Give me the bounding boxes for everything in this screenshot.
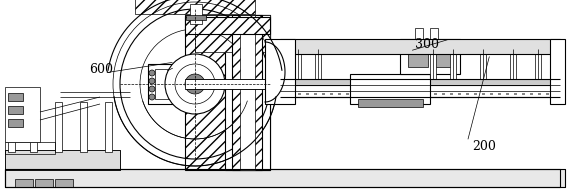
Bar: [522, 93, 525, 95]
Bar: [5, 169, 565, 187]
Bar: [186, 15, 206, 20]
Bar: [482, 93, 485, 95]
Bar: [480, 49, 486, 79]
Bar: [450, 49, 456, 79]
Bar: [240, 15, 255, 170]
Bar: [225, 15, 270, 170]
Bar: [280, 85, 560, 97]
Bar: [430, 28, 438, 40]
Bar: [554, 93, 557, 95]
Bar: [514, 93, 517, 95]
Polygon shape: [135, 0, 255, 14]
Bar: [394, 93, 397, 95]
Bar: [8, 93, 23, 101]
Bar: [408, 52, 428, 67]
Bar: [415, 28, 423, 40]
Bar: [298, 93, 301, 95]
Circle shape: [149, 94, 155, 100]
Bar: [280, 39, 560, 54]
Bar: [358, 99, 423, 107]
Bar: [295, 49, 301, 79]
Bar: [148, 64, 188, 104]
Bar: [195, 15, 270, 52]
Bar: [434, 93, 437, 95]
Bar: [330, 93, 333, 95]
Bar: [5, 142, 55, 154]
Bar: [30, 102, 37, 152]
Bar: [314, 93, 317, 95]
Text: 200: 200: [472, 140, 496, 153]
Bar: [80, 102, 87, 152]
Bar: [346, 93, 349, 95]
Bar: [450, 93, 453, 95]
Bar: [280, 79, 560, 85]
Bar: [430, 49, 436, 79]
Bar: [315, 49, 321, 79]
Bar: [232, 15, 262, 170]
Bar: [105, 102, 112, 152]
Bar: [185, 15, 270, 170]
Bar: [418, 93, 421, 95]
Bar: [8, 106, 23, 114]
Bar: [466, 93, 469, 95]
Bar: [280, 39, 560, 54]
Bar: [8, 102, 15, 152]
Bar: [185, 17, 270, 34]
Bar: [458, 93, 461, 95]
Bar: [354, 93, 357, 95]
Bar: [410, 93, 413, 95]
Bar: [5, 169, 560, 187]
Bar: [5, 169, 565, 187]
Bar: [265, 39, 295, 104]
Text: 600: 600: [89, 63, 113, 76]
Bar: [5, 87, 40, 142]
Bar: [402, 93, 405, 95]
Bar: [426, 93, 429, 95]
Bar: [190, 4, 202, 24]
Bar: [490, 93, 493, 95]
Circle shape: [149, 86, 155, 92]
Circle shape: [149, 78, 155, 84]
Circle shape: [185, 74, 205, 94]
Bar: [5, 150, 120, 170]
Bar: [306, 93, 309, 95]
Bar: [362, 93, 365, 95]
Bar: [474, 93, 477, 95]
Bar: [322, 93, 325, 95]
Bar: [442, 93, 445, 95]
Bar: [400, 39, 460, 74]
Bar: [538, 93, 541, 95]
Bar: [435, 52, 455, 67]
Bar: [350, 74, 430, 104]
Bar: [290, 93, 293, 95]
Bar: [510, 49, 516, 79]
Bar: [506, 93, 509, 95]
Circle shape: [149, 70, 155, 76]
Text: 300: 300: [415, 38, 439, 51]
Bar: [55, 102, 62, 152]
Bar: [155, 69, 180, 99]
Bar: [546, 93, 549, 95]
Bar: [550, 39, 565, 104]
Bar: [35, 179, 53, 187]
Bar: [15, 179, 33, 187]
Bar: [378, 93, 381, 95]
Bar: [535, 49, 541, 79]
Circle shape: [165, 54, 225, 114]
Bar: [8, 119, 23, 127]
Bar: [370, 93, 373, 95]
Bar: [55, 179, 73, 187]
Bar: [185, 79, 265, 89]
Bar: [386, 93, 389, 95]
Bar: [338, 93, 341, 95]
Bar: [530, 93, 533, 95]
Bar: [498, 93, 501, 95]
Bar: [5, 150, 120, 170]
